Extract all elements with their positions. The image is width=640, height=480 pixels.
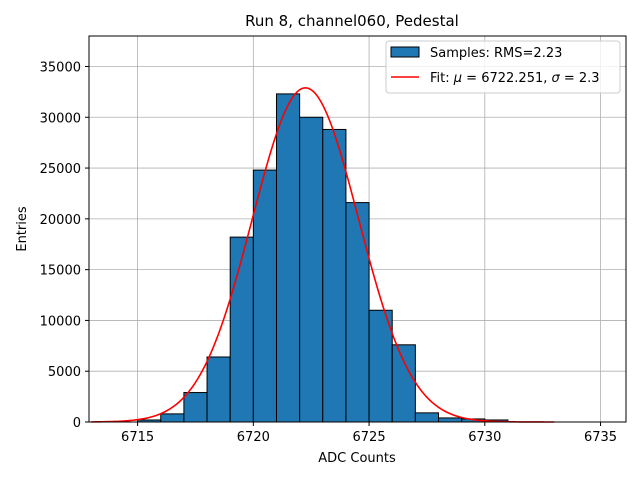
histogram-bar <box>368 309 393 423</box>
legend-fit-end: = 2.3 <box>560 71 600 86</box>
legend-fit-mid: = 6722.251, <box>462 71 551 86</box>
histogram-bar <box>275 93 301 423</box>
legend-fit-mu-symbol: μ <box>453 71 462 86</box>
histogram-bar <box>438 417 463 423</box>
y-tick-label: 30000 <box>40 111 81 126</box>
legend-fit-prefix: Fit: <box>430 71 454 86</box>
fit-curve <box>91 87 555 423</box>
x-tick-label: 6735 <box>584 430 617 445</box>
histogram-bar <box>206 356 231 423</box>
y-tick-label: 0 <box>73 416 81 431</box>
y-tick-label: 35000 <box>40 60 81 75</box>
x-tick-label: 6715 <box>121 430 154 445</box>
histogram-bar <box>160 413 185 423</box>
y-axis-label: Entries <box>15 206 30 252</box>
legend: Samples: RMS=2.23 Fit: μ = 6722.251, σ =… <box>385 40 621 94</box>
y-tick-label: 10000 <box>40 314 81 329</box>
legend-box <box>385 40 621 94</box>
y-tick-label: 5000 <box>48 365 81 380</box>
histogram-bars <box>137 93 509 423</box>
histogram-bar <box>229 236 254 423</box>
histogram-bar <box>252 169 277 423</box>
y-tick-label: 15000 <box>40 264 81 279</box>
legend-bars-swatch <box>390 46 420 58</box>
histogram-bar <box>345 202 370 423</box>
histogram-bar <box>183 392 208 423</box>
histogram-bar <box>414 412 440 423</box>
histogram-bar <box>391 344 416 423</box>
legend-bars-label: Samples: RMS=2.23 <box>430 46 562 61</box>
x-axis-label: ADC Counts <box>318 451 396 466</box>
histogram-bar <box>322 128 347 423</box>
legend-fit-sigma-symbol: σ <box>552 71 561 86</box>
y-axis-ticks: 0 5000 10000 15000 20000 25000 30000 35000 <box>40 60 89 431</box>
chart-title: Run 8, channel060, Pedestal <box>245 12 459 30</box>
x-axis-ticks: 6715 6720 6725 6730 6735 <box>121 422 617 445</box>
x-tick-label: 6730 <box>468 430 501 445</box>
y-tick-label: 25000 <box>40 162 81 177</box>
plot-frame <box>88 35 627 423</box>
x-tick-label: 6720 <box>237 430 270 445</box>
histogram-bar <box>299 116 324 423</box>
y-tick-label: 20000 <box>40 213 81 228</box>
x-tick-label: 6725 <box>353 430 386 445</box>
legend-fit-label: Fit: μ = 6722.251, σ = 2.3 <box>430 71 600 86</box>
